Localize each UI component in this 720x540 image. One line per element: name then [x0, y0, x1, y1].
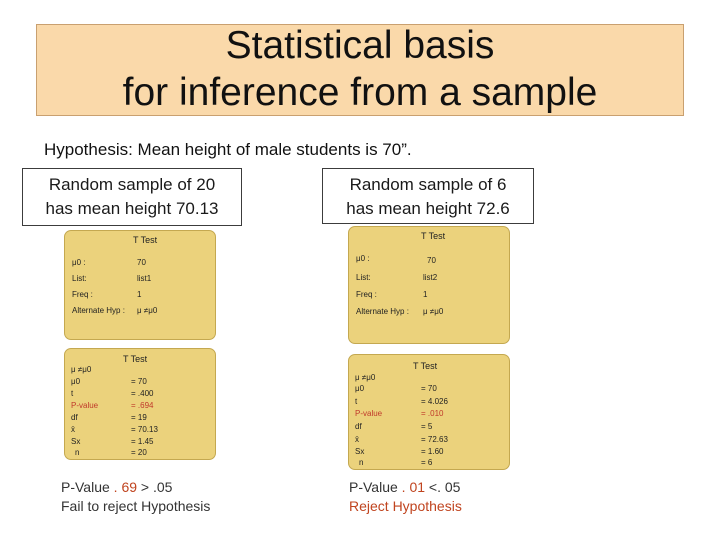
input-label: Alternate Hyp :	[72, 306, 125, 315]
input-value: 1	[423, 290, 428, 299]
p-number: . 69	[113, 479, 138, 495]
output-value: = 70	[421, 384, 437, 393]
left-sample-line-2: has mean height 70.13	[45, 199, 219, 218]
left-output-panel: T Test μ ≠μ0 μ0 = 70 t = .400 P-value = …	[64, 348, 216, 460]
output-value: = 1.45	[131, 437, 154, 446]
output-value: = 20	[131, 448, 147, 457]
input-value: 70	[137, 258, 146, 267]
output-label: μ0	[355, 384, 365, 393]
output-label: t	[71, 389, 74, 398]
title-line-2: for inference from a sample	[122, 71, 598, 114]
output-label: df	[355, 422, 362, 431]
input-value: μ ≠μ0	[137, 306, 158, 315]
left-sample-line-1: Random sample of 20	[48, 175, 216, 194]
p-comparison: <. 05	[425, 479, 461, 495]
input-label: μ0 :	[72, 258, 86, 267]
output-value: = 70.13	[131, 425, 158, 434]
right-sample-line-2: has mean height 72.6	[346, 199, 510, 218]
p-comparison: > .05	[137, 479, 173, 495]
input-value: 1	[137, 290, 142, 299]
input-value: 70	[427, 256, 436, 265]
alt-hyp-label: μ ≠μ0	[355, 373, 376, 382]
input-value: list2	[423, 273, 438, 282]
p-value: = .694	[131, 401, 154, 410]
output-value: = 1.60	[421, 447, 444, 456]
right-sample-line-1: Random sample of 6	[349, 175, 507, 194]
output-label: x̄	[71, 425, 75, 434]
right-output-panel: T Test μ ≠μ0 μ0 = 70 t = 4.026 P-value =…	[348, 354, 510, 470]
output-label: df	[71, 413, 78, 422]
left-p-value-comparison: P-Value . 69 > .05	[61, 478, 210, 497]
input-label: Alternate Hyp :	[356, 307, 409, 316]
output-value: = 4.026	[421, 397, 448, 406]
output-label: Sx	[71, 437, 81, 446]
alt-hyp-label: μ ≠μ0	[71, 365, 92, 374]
left-verdict: Fail to reject Hypothesis	[61, 498, 211, 514]
title-box	[36, 24, 684, 116]
left-input-panel: T Test μ0 : 70 List: list1 Freq : 1 Alte…	[64, 230, 216, 340]
panel-header: T Test	[421, 231, 446, 241]
right-input-panel: T Test μ0 : 70 List: list2 Freq : 1 Alte…	[348, 226, 510, 344]
output-label: n	[359, 458, 364, 467]
input-value: list1	[137, 274, 152, 283]
output-value: = .400	[131, 389, 154, 398]
panel-header: T Test	[413, 361, 438, 371]
panel-header: T Test	[123, 354, 148, 364]
right-p-value-comparison: P-Value . 01 <. 05	[349, 478, 462, 497]
p-prefix: P-Value	[61, 479, 114, 495]
right-sample-label: Random sample of 6 has mean height 72.6	[322, 168, 534, 224]
slide-title: Statistical basis for inference from a s…	[0, 22, 720, 116]
p-number: . 01	[401, 479, 426, 495]
p-prefix: P-Value	[349, 479, 402, 495]
p-value-label: P-value	[355, 409, 383, 418]
output-label: n	[75, 448, 80, 457]
input-label: μ0 :	[356, 254, 370, 263]
panel-header: T Test	[133, 235, 158, 245]
input-label: List:	[356, 273, 371, 282]
output-value: = 5	[421, 422, 433, 431]
output-value: = 70	[131, 377, 147, 386]
p-value: = .010	[421, 409, 444, 418]
left-sample-label: Random sample of 20 has mean height 70.1…	[22, 168, 242, 226]
output-value: = 72.63	[421, 435, 448, 444]
input-value: μ ≠μ0	[423, 307, 444, 316]
p-value-label: P-value	[71, 401, 99, 410]
output-value: = 19	[131, 413, 147, 422]
output-value: = 6	[421, 458, 433, 467]
input-label: Freq :	[356, 290, 377, 299]
title-line-1: Statistical basis	[225, 24, 495, 67]
output-label: Sx	[355, 447, 365, 456]
left-result: P-Value . 69 > .05 Fail to reject Hypoth…	[61, 478, 210, 516]
input-label: List:	[72, 274, 87, 283]
output-label: μ0	[71, 377, 81, 386]
input-label: Freq :	[72, 290, 93, 299]
output-label: t	[355, 397, 358, 406]
output-label: x̄	[355, 435, 359, 444]
right-verdict: Reject Hypothesis	[349, 498, 462, 514]
hypothesis-text: Hypothesis: Mean height of male students…	[44, 140, 412, 159]
right-result: P-Value . 01 <. 05 Reject Hypothesis	[349, 478, 462, 516]
